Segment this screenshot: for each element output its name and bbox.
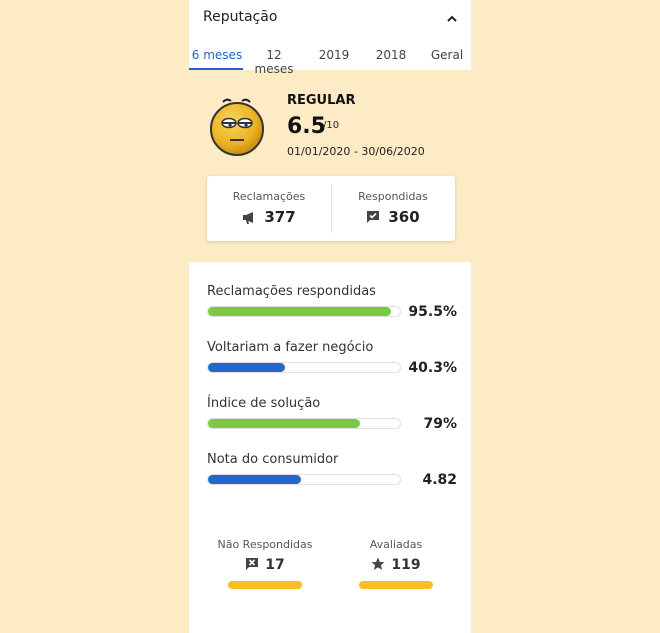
unanswered-chat-icon bbox=[246, 558, 259, 570]
answered-count: Respondidas 360 bbox=[331, 176, 455, 241]
rated-label: Avaliadas bbox=[369, 538, 423, 551]
not-answered-value: 17 bbox=[265, 557, 285, 573]
megaphone-icon bbox=[243, 212, 254, 224]
complaints-value: 377 bbox=[264, 208, 296, 226]
metric-value: 79% bbox=[423, 416, 457, 432]
metric-value: 40.3% bbox=[408, 360, 457, 376]
answered-chat-icon bbox=[367, 211, 380, 223]
not-answered-bar bbox=[228, 581, 302, 589]
metric-value: 4.82 bbox=[422, 472, 457, 488]
tab-geral[interactable]: Geral bbox=[430, 48, 464, 62]
answered-value: 360 bbox=[388, 208, 420, 226]
progress-track bbox=[207, 362, 401, 373]
reputation-period: 01/01/2020 - 30/06/2020 bbox=[287, 145, 425, 158]
divider bbox=[331, 184, 332, 233]
progress-track bbox=[207, 306, 401, 317]
not-answered-stat: Não Respondidas 17 bbox=[210, 538, 320, 589]
metric-value: 95.5% bbox=[408, 304, 457, 320]
active-tab-indicator bbox=[189, 68, 243, 70]
regular-face-icon bbox=[210, 98, 264, 156]
metrics-card: Reclamações respondidas 95.5% Voltariam … bbox=[189, 262, 471, 633]
reputation-max: /10 bbox=[323, 120, 340, 131]
complaints-count: Reclamações 377 bbox=[207, 176, 331, 241]
reputation-score: 6.5 bbox=[287, 114, 326, 139]
answered-label: Respondidas bbox=[358, 190, 428, 203]
complaints-summary: Reclamações 377 Respondidas 360 bbox=[207, 176, 455, 241]
progress-fill bbox=[208, 475, 301, 484]
rated-bar bbox=[359, 581, 433, 589]
progress-fill bbox=[208, 419, 360, 428]
tab-2018[interactable]: 2018 bbox=[375, 48, 407, 62]
chevron-up-icon[interactable] bbox=[445, 12, 459, 26]
tab-2019[interactable]: 2019 bbox=[318, 48, 350, 62]
metric-label: Índice de solução bbox=[207, 396, 321, 411]
period-tabs: 6 meses 12 meses 2019 2018 Geral bbox=[189, 40, 471, 76]
metric-label: Voltariam a fazer negócio bbox=[207, 340, 374, 355]
tab-6-meses[interactable]: 6 meses bbox=[191, 48, 243, 62]
metric-label: Nota do consumidor bbox=[207, 452, 339, 467]
reputation-status: REGULAR bbox=[287, 93, 356, 108]
progress-fill bbox=[208, 363, 286, 372]
progress-fill bbox=[208, 307, 392, 316]
reputation-title: Reputação bbox=[203, 9, 278, 25]
star-icon bbox=[371, 557, 385, 570]
reputation-header[interactable]: Reputação bbox=[189, 0, 471, 40]
progress-track bbox=[207, 474, 401, 485]
tab-12-meses[interactable]: 12 meses bbox=[254, 48, 294, 76]
rated-value: 119 bbox=[391, 557, 421, 573]
not-answered-label: Não Respondidas bbox=[217, 538, 313, 551]
reputation-panel: Reputação 6 meses 12 meses 2019 2018 Ger… bbox=[189, 0, 471, 633]
rated-stat: Avaliadas 119 bbox=[341, 538, 451, 589]
complaints-label: Reclamações bbox=[232, 190, 306, 203]
progress-track bbox=[207, 418, 401, 429]
metric-label: Reclamações respondidas bbox=[207, 284, 376, 299]
